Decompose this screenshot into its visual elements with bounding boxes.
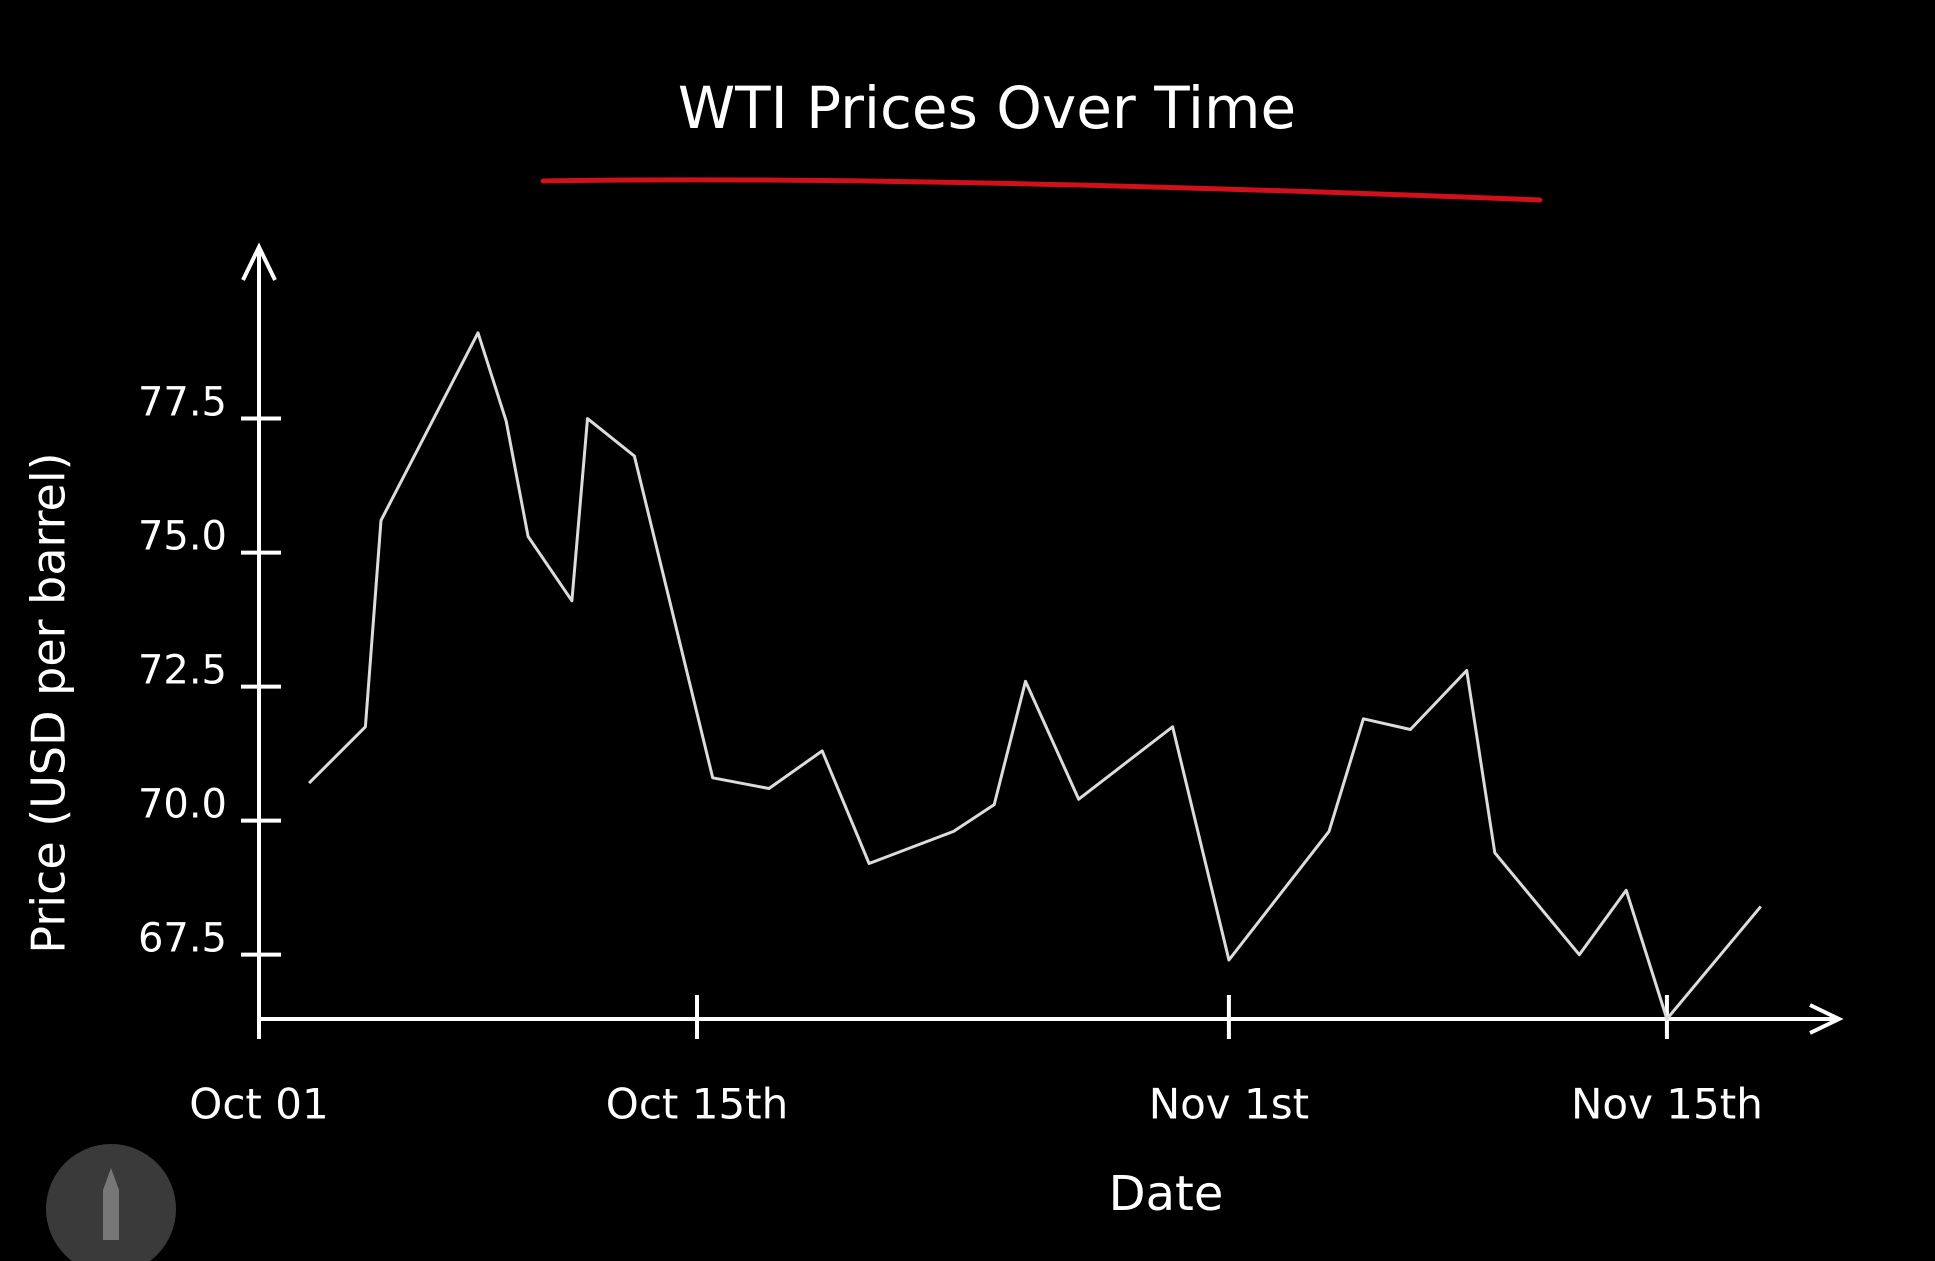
x-axis-arrow (1809, 1003, 1844, 1035)
chart-title: WTI Prices Over Time (678, 74, 1296, 142)
y-tick-label: 72.5 (138, 648, 227, 694)
x-tick-label: Oct 01 (189, 1080, 328, 1129)
y-tick-label: 77.5 (138, 380, 227, 426)
pencil-icon (103, 1168, 119, 1240)
y-axis-arrow (241, 242, 277, 281)
price-line (308, 331, 1762, 1021)
y-axis-label: Price (USD per barrel) (22, 452, 76, 953)
x-tick-label: Nov 1st (1149, 1080, 1309, 1129)
x-tick-label: Nov 15th (1571, 1080, 1763, 1129)
y-tick-label: 67.5 (138, 916, 227, 962)
title-underline (540, 177, 1543, 203)
x-axis-label: Date (1109, 1166, 1224, 1222)
y-tick-label: 75.0 (138, 514, 227, 560)
y-tick-label: 70.0 (138, 782, 227, 828)
x-tick-label: Oct 15th (606, 1080, 789, 1129)
